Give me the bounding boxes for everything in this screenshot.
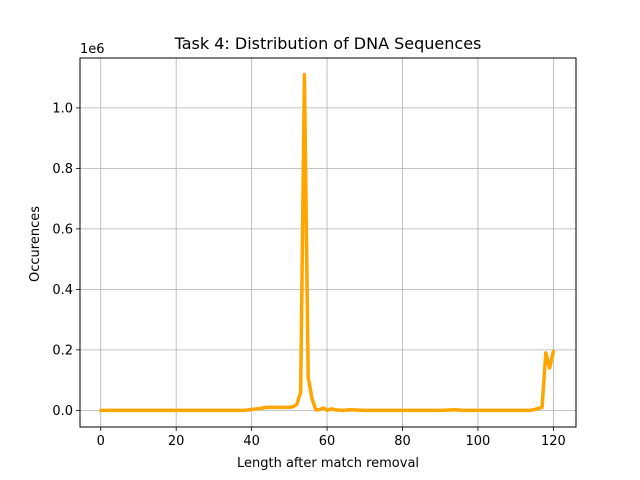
- y-tick-label: 0.2: [52, 343, 73, 358]
- x-tick-label: 120: [541, 434, 566, 449]
- x-tick-label: 80: [394, 434, 411, 449]
- x-tick-label: 60: [319, 434, 336, 449]
- y-tick-label: 0.8: [52, 162, 73, 177]
- x-tick-label: 100: [466, 434, 491, 449]
- x-tick-label: 20: [168, 434, 185, 449]
- series-layer: [99, 72, 556, 413]
- chart-title: Task 4: Distribution of DNA Sequences: [174, 34, 482, 53]
- y-tick-label: 0.0: [52, 404, 73, 419]
- x-axis-label: Length after match removal: [237, 456, 419, 471]
- y-axis-label: Occurences: [28, 206, 43, 282]
- tick-layer: 0 20 40 60 80 100 120 0.0 0.2 0.4 0.6 0.8 1.0: [52, 101, 565, 449]
- y-offset-label: 1e6: [80, 42, 105, 57]
- series-line: [99, 72, 556, 413]
- x-tick-label: 0: [97, 434, 105, 449]
- plot-frame: [79, 57, 577, 428]
- y-tick-label: 0.4: [52, 283, 73, 298]
- x-tick-label: 40: [243, 434, 260, 449]
- y-tick-label: 0.6: [52, 222, 73, 237]
- y-tick-label: 1.0: [52, 101, 73, 116]
